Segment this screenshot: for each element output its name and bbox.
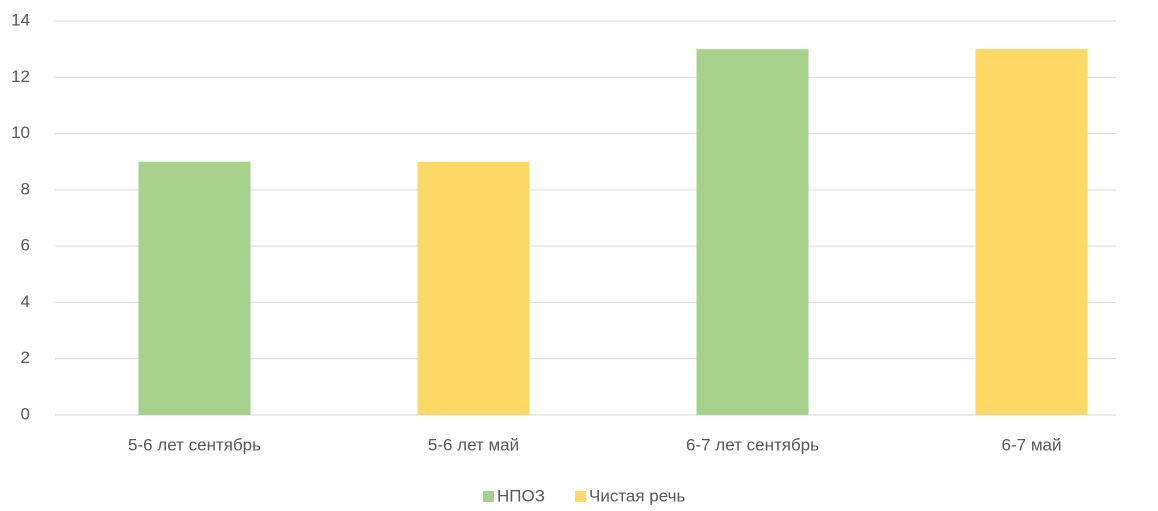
legend-label: Чистая речь [589, 486, 686, 505]
bar [975, 49, 1088, 416]
y-tick-label: 12 [11, 67, 30, 86]
x-tick-label: 5-6 лет май [428, 435, 519, 454]
y-tick-label: 10 [11, 123, 30, 142]
y-tick-label: 0 [21, 404, 30, 423]
bar [417, 161, 530, 415]
legend-swatch [483, 491, 494, 502]
y-tick-label: 6 [21, 236, 30, 255]
x-tick-label: 6-7 май [1002, 435, 1062, 454]
y-tick-label: 14 [11, 10, 30, 29]
y-tick-label: 4 [21, 292, 30, 311]
legend-label: НПОЗ [497, 486, 545, 505]
bar [138, 161, 251, 415]
legend-swatch [575, 491, 586, 502]
x-tick-label: 6-7 лет сентябрь [686, 435, 819, 454]
bar [696, 49, 809, 416]
y-tick-label: 2 [21, 348, 30, 367]
x-tick-label: 5-6 лет сентябрь [128, 435, 261, 454]
y-tick-label: 8 [21, 179, 30, 198]
